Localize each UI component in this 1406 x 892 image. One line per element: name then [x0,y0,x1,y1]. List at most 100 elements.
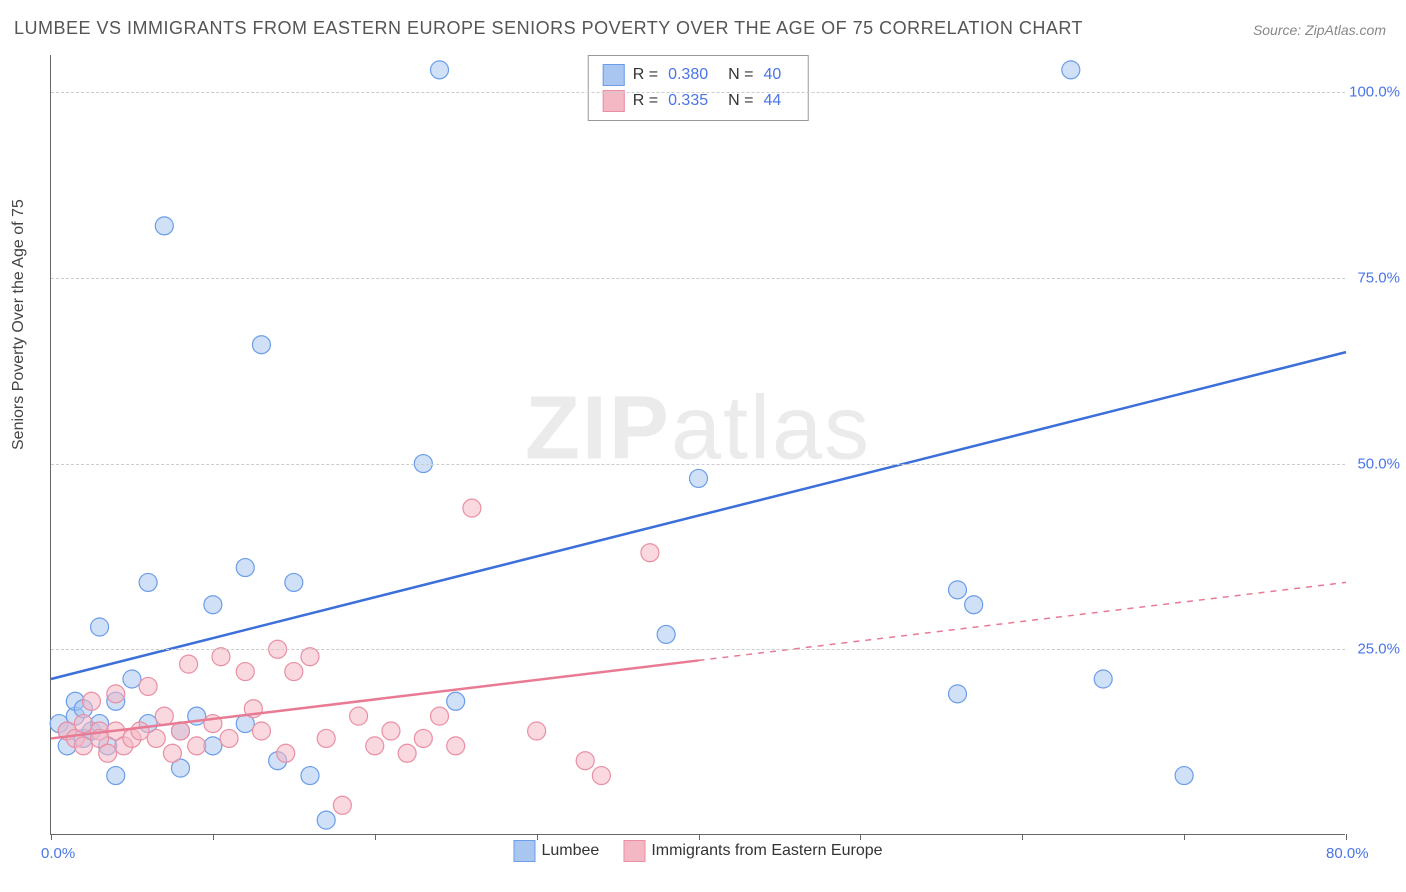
scatter-point [414,729,432,747]
chart-container: LUMBEE VS IMMIGRANTS FROM EASTERN EUROPE… [0,0,1406,892]
trend-line [51,352,1346,679]
scatter-point [641,544,659,562]
scatter-point [382,722,400,740]
scatter-point [220,729,238,747]
scatter-point [301,767,319,785]
scatter-point [277,744,295,762]
gridline [51,464,1345,465]
scatter-point [91,618,109,636]
y-tick-label: 25.0% [1357,641,1400,658]
scatter-point [107,685,125,703]
scatter-point [147,729,165,747]
scatter-point [204,737,222,755]
legend-n-label: N = [728,92,753,110]
scatter-point [447,692,465,710]
scatter-point [139,677,157,695]
x-tick [51,834,52,840]
scatter-point [123,670,141,688]
plot-area: ZIPatlas R =0.380N =40R =0.335N =44 Lumb… [50,55,1345,835]
scatter-point [212,648,230,666]
legend-r-value: 0.380 [668,66,708,84]
y-axis-label: Seniors Poverty Over the Age of 75 [10,199,28,450]
scatter-point [236,663,254,681]
x-tick [1346,834,1347,840]
legend-swatch [603,90,625,112]
scatter-point [431,707,449,725]
x-tick [699,834,700,840]
x-tick-label: 0.0% [41,845,75,862]
scatter-point [317,729,335,747]
scatter-point [528,722,546,740]
scatter-point [301,648,319,666]
legend-r-value: 0.335 [668,92,708,110]
scatter-point [463,499,481,517]
scatter-point [204,596,222,614]
scatter-point [180,655,198,673]
x-tick [1184,834,1185,840]
chart-title: LUMBEE VS IMMIGRANTS FROM EASTERN EUROPE… [14,18,1083,39]
scatter-point [592,767,610,785]
scatter-point [1062,61,1080,79]
source-attribution: Source: ZipAtlas.com [1253,22,1386,38]
gridline [51,649,1345,650]
x-tick [213,834,214,840]
legend-r-label: R = [633,66,658,84]
plot-svg [51,55,1345,834]
legend-swatch [513,840,535,862]
legend-series: Lumbee Immigrants from Eastern Europe [513,840,882,862]
scatter-point [366,737,384,755]
scatter-point [690,469,708,487]
legend-correlation: R = 0.380 N = 40 R = 0.335 N = 44 [588,55,809,121]
scatter-point [131,722,149,740]
legend-n-value: 44 [763,92,781,110]
scatter-point [431,61,449,79]
scatter-point [949,685,967,703]
legend-item: Lumbee [513,840,599,862]
x-tick [375,834,376,840]
scatter-point [82,692,100,710]
legend-n-label: N = [728,66,753,84]
scatter-point [350,707,368,725]
legend-n-value: 40 [763,66,781,84]
scatter-point [949,581,967,599]
y-tick-label: 50.0% [1357,455,1400,472]
scatter-point [99,744,117,762]
scatter-point [74,737,92,755]
legend-label: Lumbee [541,842,599,859]
gridline [51,92,1345,93]
x-tick-label: 80.0% [1326,845,1369,862]
legend-label: Immigrants from Eastern Europe [651,842,882,859]
scatter-point [236,559,254,577]
legend-swatch [623,840,645,862]
scatter-point [657,625,675,643]
scatter-point [252,722,270,740]
x-tick [860,834,861,840]
scatter-point [163,744,181,762]
scatter-point [398,744,416,762]
legend-item: Immigrants from Eastern Europe [623,840,882,862]
y-tick-label: 100.0% [1349,84,1400,101]
scatter-point [285,573,303,591]
scatter-point [155,707,173,725]
scatter-point [188,737,206,755]
scatter-point [107,767,125,785]
scatter-point [317,811,335,829]
trend-line [51,660,699,738]
x-tick [1022,834,1023,840]
scatter-point [74,715,92,733]
legend-swatch [603,64,625,86]
scatter-point [576,752,594,770]
scatter-point [155,217,173,235]
scatter-point [965,596,983,614]
scatter-point [1094,670,1112,688]
scatter-point [252,336,270,354]
scatter-point [139,573,157,591]
legend-row: R = 0.380 N = 40 [603,62,794,88]
gridline [51,278,1345,279]
scatter-point [1175,767,1193,785]
x-tick [537,834,538,840]
scatter-point [285,663,303,681]
y-tick-label: 75.0% [1357,269,1400,286]
scatter-point [447,737,465,755]
legend-r-label: R = [633,92,658,110]
